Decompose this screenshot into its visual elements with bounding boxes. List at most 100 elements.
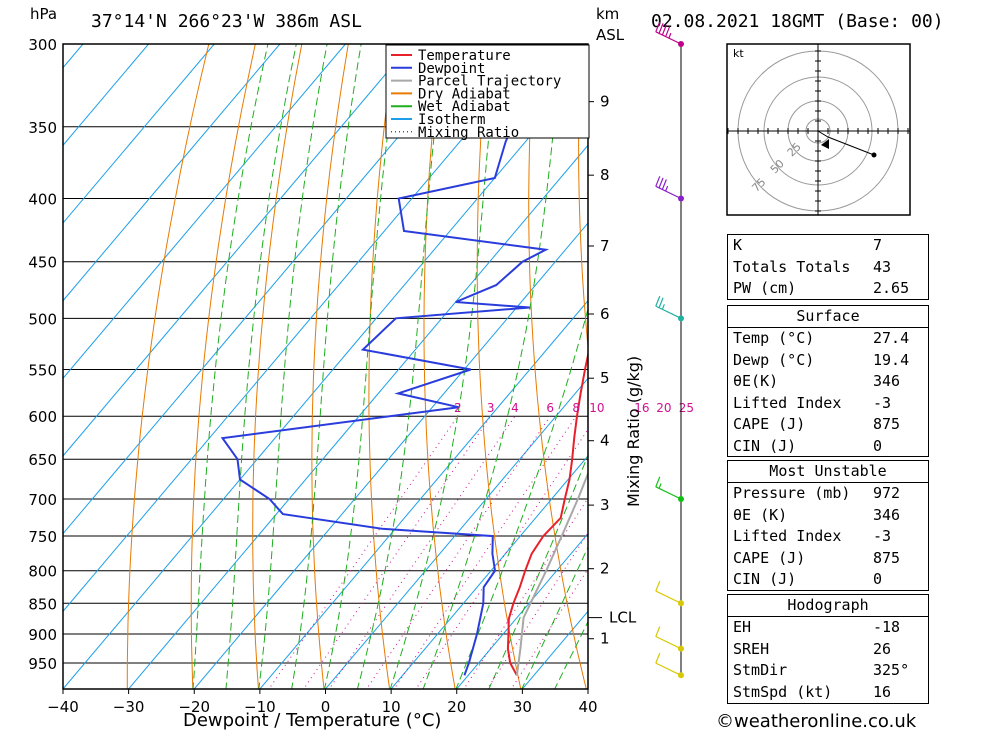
mixing-ratio-label: 4 [511, 401, 519, 415]
x-tick-label: −40 [47, 698, 79, 716]
pressure-tick-label: 350 [28, 119, 57, 137]
isotherm-line [456, 532, 588, 689]
x-tick-label: −10 [244, 698, 276, 716]
index-row-totals: Totals Totals 43 [733, 257, 892, 276]
km-tick-label: 5 [600, 369, 610, 387]
wind-barb-flag [658, 297, 664, 308]
surface-row: Temp (°C) 27.4 [733, 329, 910, 347]
pressure-tick-label: 550 [28, 362, 57, 380]
surface-row: CAPE (J) 875 [733, 415, 901, 433]
wind-barb-half-flag [668, 32, 672, 39]
mixing-ratio-line [393, 415, 577, 689]
wind-barb-flag [658, 177, 664, 189]
isotherm-line [259, 299, 588, 689]
pressure-tick-label: 850 [28, 595, 57, 613]
most-unstable-row: Lifted Index -3 [733, 527, 892, 545]
hodograph-row: SREH 26 [733, 639, 892, 658]
pressure-tick-label: 400 [28, 190, 57, 208]
surface-row: Dewp (°C) 19.4 [733, 350, 910, 369]
hodograph-trace [817, 130, 875, 156]
height-unit-label: km [596, 5, 620, 23]
wet-adiabat-line [521, 546, 588, 689]
wet-adiabat-line [225, 44, 297, 689]
km-tick-label: 4 [600, 432, 610, 450]
wind-barb-flag [655, 626, 661, 637]
mixing-ratio-axis-label: Mixing Ratio (g/kg) [624, 355, 643, 507]
wind-barb-flag [661, 24, 667, 36]
wind-barb-staff [655, 590, 682, 604]
pressure-tick-label: 300 [28, 36, 57, 54]
dry-adiabat-line [578, 44, 588, 352]
km-tick-label: 9 [600, 93, 610, 111]
most-unstable-row: Pressure (mb) 972 [733, 484, 901, 502]
pressure-tick-label: 500 [28, 310, 57, 328]
mixing-ratio-line [366, 415, 551, 689]
legend-box [385, 44, 590, 139]
copyright-link[interactable]: ©weatheronline.co.uk [716, 711, 917, 732]
wind-barb-flag [655, 176, 661, 187]
wind-barb-staff [655, 185, 682, 200]
wet-adiabat-line [455, 307, 588, 689]
mixing-ratio-label: 20 [656, 401, 671, 415]
x-tick-label: 10 [382, 698, 401, 716]
series-dewpoint [220, 44, 564, 676]
wet-adiabat-line [192, 44, 269, 689]
wind-barb-half-flag [661, 304, 665, 310]
km-tick-label: 1 [600, 630, 610, 648]
x-tick-label: 0 [321, 698, 331, 716]
legend-label: Dry Adiabat [418, 86, 511, 102]
mixing-ratio-line [303, 415, 492, 689]
hodograph-row: StmDir 325° [733, 661, 910, 679]
isotherm-line [63, 44, 478, 535]
surface-row: θE(K) 346 [733, 372, 901, 390]
wind-barb-staff [655, 662, 682, 676]
legend-label: Temperature [418, 48, 511, 64]
surface-title: Surface [728, 306, 928, 328]
wet-adiabat-line [554, 620, 588, 689]
pressure-tick-label: 700 [28, 491, 57, 509]
wind-barb-staff [655, 635, 682, 650]
wind-barb-staff [655, 305, 682, 319]
x-tick-label: 30 [513, 698, 532, 716]
wind-barb-flag [655, 476, 661, 488]
lcl-label: LCL [609, 609, 637, 627]
legend-label: Mixing Ratio [418, 125, 519, 141]
series-temperature [506, 350, 588, 676]
isotherm-line [193, 222, 588, 689]
most-unstable-row: θE (K) 346 [733, 505, 901, 524]
legend-label: Parcel Trajectory [418, 74, 561, 90]
most-unstable-table: Most Unstable Pressure (mb) 972 θE (K) 346… [727, 460, 929, 591]
index-row-k: K 7 [733, 236, 883, 254]
dry-adiabat-line [311, 44, 349, 689]
isotherm-line [63, 44, 543, 613]
x-tick-label: 40 [578, 698, 597, 716]
wet-adiabat-line [422, 44, 563, 689]
wind-barb-half-flag [658, 483, 662, 489]
mixing-ratio-line [510, 567, 588, 689]
wind-barb-flag [655, 652, 661, 664]
legend-label: Wet Adiabat [418, 99, 511, 115]
series-parcel-trajectory [515, 471, 588, 676]
mixing-ratio-label: 6 [546, 401, 554, 415]
dry-adiabat-line [368, 44, 396, 689]
hodograph-row: EH -18 [733, 618, 901, 636]
isotherm-line [63, 44, 281, 302]
wind-barb-flag [655, 295, 661, 307]
pressure-tick-label: 950 [28, 655, 57, 673]
wet-adiabat-line [324, 44, 401, 689]
mixing-ratio-line [268, 415, 459, 689]
legend-label: Isotherm [418, 112, 485, 128]
wind-barb-staff [655, 486, 682, 500]
hodograph-table: Hodograph EH -18 SREH 26 StmDir 325° StmSpd… [727, 594, 929, 704]
wind-barb-flag [661, 179, 667, 190]
wet-adiabat-line [291, 44, 362, 689]
km-tick-label: 3 [600, 496, 610, 514]
dry-adiabat-line [423, 44, 456, 689]
most-unstable-title: Most Unstable [728, 461, 928, 483]
mixing-ratio-label: 8 [572, 401, 580, 415]
hodograph-title: Hodograph [728, 595, 928, 617]
height-ref-label: ASL [596, 26, 625, 44]
surface-row: CIN (J) 0 [733, 436, 883, 455]
